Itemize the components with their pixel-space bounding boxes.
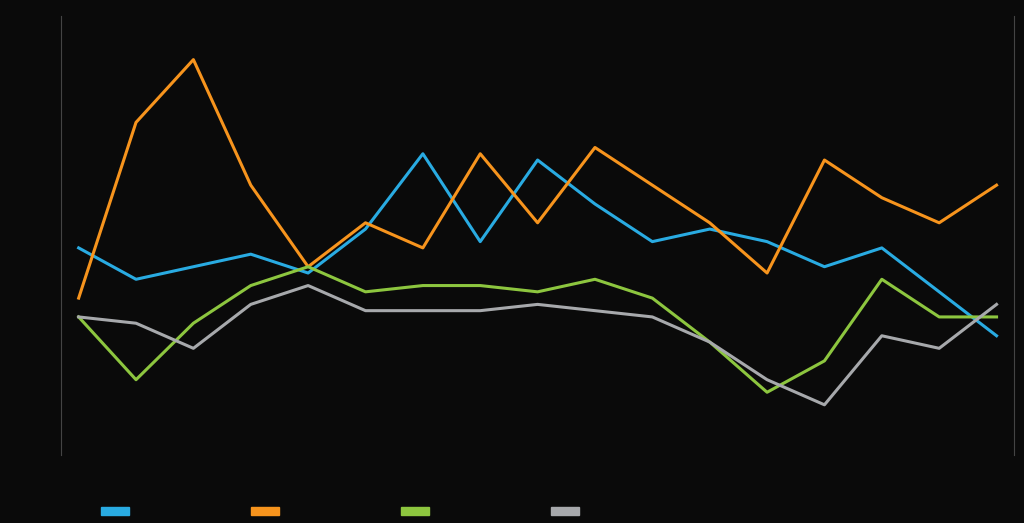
Legend: , , , : , , , (96, 501, 588, 523)
